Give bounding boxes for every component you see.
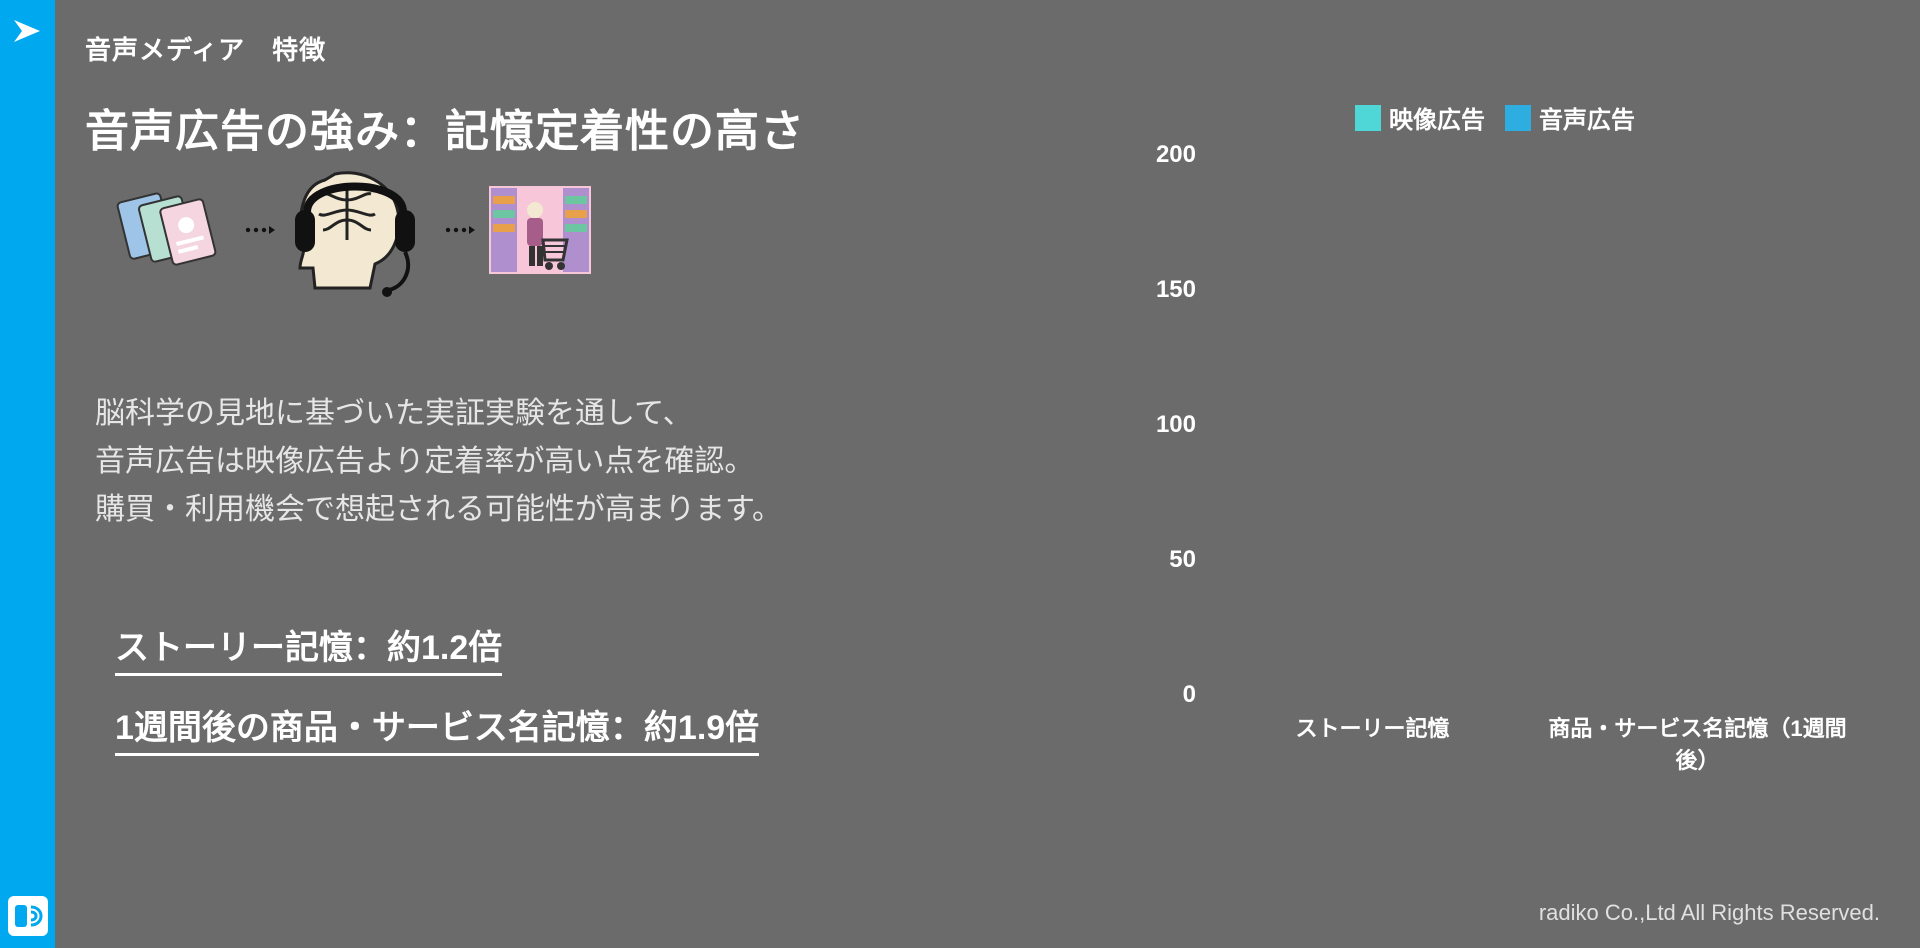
body-line: 脳科学の見地に基づいた実証実験を通して、 bbox=[95, 390, 782, 438]
chart-plot: 0 50 100 150 200 ストーリー記憶 商品・サービス名記憶（1週間後… bbox=[1210, 155, 1860, 695]
breadcrumb: 音声メディア 特徴 bbox=[85, 30, 326, 67]
footer-copyright: radiko Co.,Ltd All Rights Reserved. bbox=[1539, 900, 1880, 926]
dotted-arrow-icon bbox=[445, 224, 475, 236]
legend-label: 映像広告 bbox=[1389, 100, 1485, 135]
page-title: 音声広告の強み：記憶定着性の高さ bbox=[85, 95, 805, 159]
y-tick: 150 bbox=[1156, 276, 1210, 304]
legend-item: 音声広告 bbox=[1505, 100, 1635, 135]
legend-label: 音声広告 bbox=[1539, 100, 1635, 135]
y-tick: 100 bbox=[1156, 411, 1210, 439]
body-text: 脳科学の見地に基づいた実証実験を通して、 音声広告は映像広告より定着率が高い点を… bbox=[95, 390, 782, 534]
chart-legend: 映像広告 音声広告 bbox=[1355, 100, 1635, 135]
x-label: ストーリー記憶 bbox=[1210, 695, 1535, 743]
dotted-arrow-icon bbox=[245, 224, 275, 236]
play-arrow-icon bbox=[12, 18, 42, 44]
stat-line-1: ストーリー記憶：約1.2倍 bbox=[115, 620, 502, 676]
legend-item: 映像広告 bbox=[1355, 100, 1485, 135]
body-line: 購買・利用機会で想起される可能性が高まります。 bbox=[95, 486, 782, 534]
x-label: 商品・サービス名記憶（1週間後） bbox=[1535, 695, 1860, 775]
legend-swatch bbox=[1355, 105, 1381, 131]
bar-chart: 映像広告 音声広告 0 50 100 150 200 ストーリー記憶 bbox=[1130, 100, 1860, 750]
media-stack-icon bbox=[115, 180, 235, 280]
head-brain-icon bbox=[285, 160, 435, 300]
y-tick: 50 bbox=[1169, 546, 1210, 574]
shopping-scene-icon bbox=[485, 180, 595, 280]
stat-line-2: 1週間後の商品・サービス名記憶：約1.9倍 bbox=[115, 700, 759, 756]
accent-strip bbox=[0, 0, 55, 948]
body-line: 音声広告は映像広告より定着率が高い点を確認。 bbox=[95, 438, 782, 486]
illustration bbox=[115, 160, 595, 300]
bars-area: ストーリー記憶 商品・サービス名記憶（1週間後） bbox=[1210, 155, 1860, 695]
legend-swatch bbox=[1505, 105, 1531, 131]
y-tick: 0 bbox=[1183, 681, 1210, 709]
content-area: 音声メディア 特徴 音声広告の強み：記憶定着性の高さ bbox=[55, 0, 1920, 948]
y-tick: 200 bbox=[1156, 141, 1210, 169]
radiko-logo bbox=[8, 896, 48, 936]
